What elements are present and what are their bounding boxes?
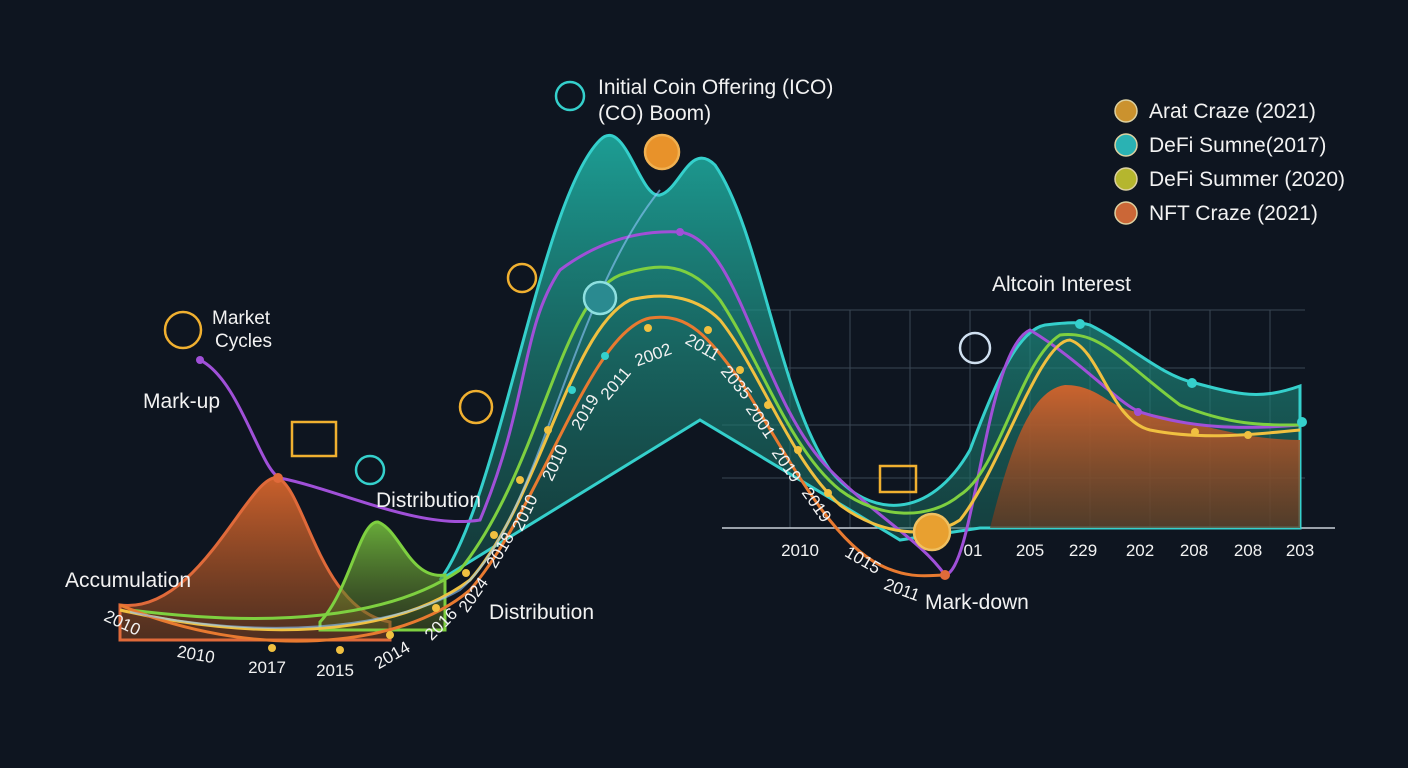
green-peak [318,520,447,632]
phase-label: Distribution [489,601,594,624]
curve-label: 2015 [316,661,354,680]
phase-label: Mark-down [925,591,1029,614]
legend-swatch [1114,201,1138,225]
curve-label: 2010 [176,642,217,667]
legend-label: DeFi Summer (2020) [1149,168,1345,191]
axis-label: 2010 [781,541,819,560]
curves [119,189,1301,643]
title-line: (CO) Boom) [598,102,711,125]
market-cycles: Market [212,308,271,329]
phase-label: Distribution [376,489,481,512]
legend-swatch [1114,133,1138,157]
panel-title: Altcoin Interest [992,273,1131,296]
curve-label: 1015 [842,543,884,578]
legend-swatch [1114,167,1138,191]
curve-dots [196,228,1307,654]
legend-label: DeFi Sumne(2017) [1149,134,1326,157]
legend-label: NFT Craze (2021) [1149,202,1318,225]
legend-swatch [1114,99,1138,123]
market-cycles: Cycles [215,331,272,352]
title-line: Initial Coin Offering (ICO) [598,76,833,99]
icons [163,80,992,552]
curve-label: 2024 [455,574,492,616]
axis-label: 208 [1234,541,1262,560]
axis-label: 229 [1069,541,1097,560]
curve-label: 2011 [881,575,922,605]
phase-label: Accumulation [65,569,191,592]
legend-label: Arat Craze (2021) [1149,100,1316,123]
axis-label: 208 [1180,541,1208,560]
axis-label: 203 [1286,541,1314,560]
axis-label: 01 [964,541,983,560]
legend: Arat Craze (2021) DeFi Sumne(2017) DeFi Su… [1114,99,1345,225]
curve-label: 2017 [248,658,286,677]
panel-axis-labels: 2010 01 205 229 202 208 208 203 [781,541,1314,560]
curve-label: 2014 [371,638,413,673]
axis-label: 205 [1016,541,1044,560]
orange-area [990,385,1300,528]
phase-label: Mark-up [143,390,220,413]
axis-label: 202 [1126,541,1154,560]
